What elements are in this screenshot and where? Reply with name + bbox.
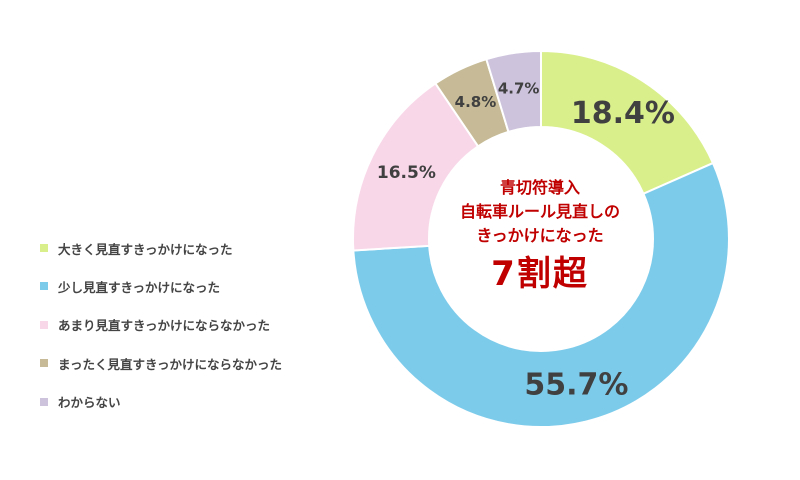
donut-slice — [352, 161, 730, 428]
center-caption: 青切符導入 自転車ルール見直しの きっかけになった 7割超 — [420, 176, 660, 296]
legend-swatch — [40, 320, 48, 329]
slice-value-label: 4.7% — [498, 80, 540, 98]
legend-item: あまり見直すきっかけにならなかった — [40, 315, 340, 335]
legend-label: わからない — [58, 395, 121, 411]
legend-item: 少し見直すきっかけになった — [40, 276, 340, 296]
donut-slice — [540, 49, 715, 196]
slice-value-label: 18.4% — [571, 96, 675, 131]
legend-label: まったく見直すきっかけにならなかった — [58, 356, 283, 372]
legend-item: 大きく見直すきっかけになった — [40, 238, 340, 258]
legend: 大きく見直すきっかけになった 少し見直すきっかけになった あまり見直すきっかけに… — [40, 238, 340, 430]
legend-swatch — [40, 397, 48, 406]
slice-value-label: 4.8% — [455, 93, 497, 111]
legend-swatch — [40, 359, 48, 368]
legend-swatch — [40, 282, 48, 291]
legend-label: あまり見直すきっかけにならなかった — [58, 318, 271, 334]
legend-label: 大きく見直すきっかけになった — [58, 241, 233, 257]
legend-item: まったく見直すきっかけにならなかった — [40, 353, 340, 373]
legend-label: 少し見直すきっかけになった — [58, 279, 221, 295]
slice-value-label: 16.5% — [377, 163, 436, 183]
center-line: 自転車ルール見直しの — [459, 202, 620, 221]
center-line: 青切符導入 — [499, 178, 580, 197]
donut-slice — [485, 49, 542, 134]
slice-labels: 18.4% 55.7% 16.5% 4.8%4.7% — [377, 80, 675, 403]
legend-swatch — [40, 244, 48, 252]
donut-slices — [352, 49, 730, 428]
center-highlight: 7割超 — [491, 254, 589, 294]
center-line: きっかけになった — [476, 226, 604, 245]
legend-item: わからない — [40, 392, 340, 412]
slice-value-label: 55.7% — [524, 367, 628, 402]
